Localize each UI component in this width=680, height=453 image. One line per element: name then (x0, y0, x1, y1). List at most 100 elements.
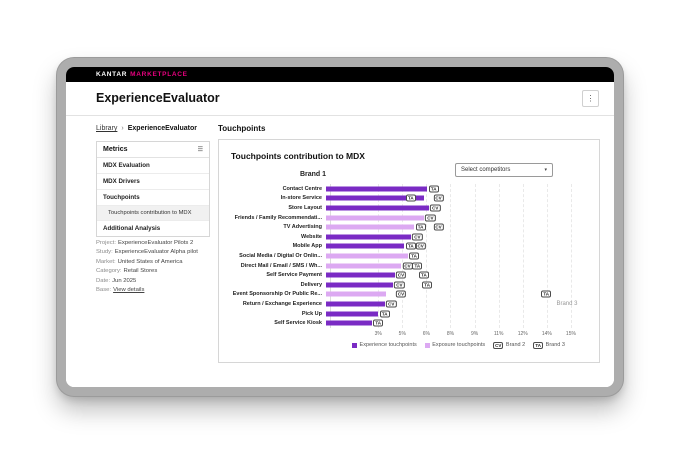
category-label: Event Sponsorship Or Public Re... (232, 291, 322, 298)
project-info-label: Base: (96, 287, 112, 294)
brand-3-annotation: Brand 3 (556, 301, 578, 308)
row-plot: CV (326, 213, 587, 223)
exposure-bar (326, 263, 402, 269)
legend-swatch (424, 342, 430, 348)
project-info-value: ExperienceEvaluator Alpha pilot (114, 249, 198, 256)
breadcrumb: Library › ExperienceEvaluator (96, 125, 197, 132)
legend-label: Brand 2 (505, 342, 526, 349)
exposure-bar (326, 291, 387, 297)
legend-item-brand-2: CV Brand 2 (493, 341, 526, 349)
sidebar-item-additional-analysis[interactable]: Additional Analysis (103, 225, 161, 232)
breadcrumb-separator: › (121, 125, 124, 132)
marker-badge-cv: CV (433, 223, 444, 231)
legend-item-brand-3: TA Brand 3 (533, 341, 565, 349)
app-screen: KANTAR MARKETPLACE ExperienceEvaluator ⋮… (66, 67, 614, 387)
project-info-value: ExperienceEvaluator Pilots 2 (117, 240, 194, 246)
project-info-label: Date: (96, 277, 111, 284)
row-plot: CV (326, 299, 587, 309)
marker-badge-cv: CV (433, 194, 444, 202)
row-plot: CV (326, 232, 587, 242)
breadcrumb-library-link[interactable]: Library (96, 125, 118, 132)
row-plot: TA (326, 309, 587, 319)
legend-item-exposure-touchpoints: Exposure touchpoints (424, 342, 485, 348)
sidebar-item-touchpoints[interactable]: Touchpoints (97, 190, 209, 206)
chart-row-contact-centre: Contact Centre TA (231, 184, 587, 194)
kebab-icon: ⋮ (586, 94, 595, 103)
marker-badge-ta: TA (412, 262, 423, 270)
sidebar-item-mdx-drivers[interactable]: MDX Drivers (97, 174, 209, 190)
marker-badge-cv: CV (415, 242, 426, 250)
chart-row-delivery: Delivery CV TA (231, 280, 587, 290)
project-info-label: Category: (96, 268, 122, 275)
gridline (450, 184, 452, 328)
select-competitors-dropdown[interactable]: Select competitors ▾ (455, 163, 553, 177)
chart-area: Brand 3 Contact Centre TA In-store Service… (231, 184, 587, 349)
marker-badge-ta: TA (418, 271, 429, 279)
app-header: ExperienceEvaluator ⋮ (66, 82, 614, 116)
plot-region: Brand 3 Contact Centre TA In-store Service… (231, 184, 587, 328)
category-label: Direct Mail / Email / SMS / Wh... (240, 262, 322, 269)
category-label: Social Media / Digital Or Onlin... (239, 252, 322, 259)
chart-row-return-exchange-experience: Return / Exchange Experience CV (231, 299, 587, 309)
experience-bar (326, 205, 429, 211)
device-frame: KANTAR MARKETPLACE ExperienceEvaluator ⋮… (57, 58, 623, 396)
experience-bar (326, 320, 372, 326)
menu-icon[interactable]: ☰ (197, 147, 203, 153)
x-tick-label: 5% (398, 330, 406, 337)
marker-badge-cv: CV (395, 290, 407, 298)
gridline (498, 184, 500, 328)
chart-row-pick-up: Pick Up TA (231, 309, 587, 319)
legend-label: Brand 3 (545, 342, 565, 349)
row-plot: CV TA (326, 261, 587, 271)
category-label: Self Service Kiosk (274, 320, 322, 327)
chart-row-event-sponsorship-or-public-re: Event Sponsorship Or Public Re... CV TA (231, 290, 587, 300)
sidebar-header: Metrics ☰ (97, 142, 209, 158)
project-info-label: Study: (96, 249, 113, 256)
sidebar-item-mdx-evaluation[interactable]: MDX Evaluation (97, 158, 209, 174)
chart-rows: Contact Centre TA In-store Service TA CV Stor… (231, 184, 587, 328)
chart-card-title: Touchpoints contribution to MDX (231, 151, 365, 161)
legend-item-experience-touchpoints: Experience touchpoints (352, 342, 417, 348)
category-label: Website (301, 233, 322, 240)
chart-row-website: Website CV (231, 232, 587, 242)
marker-badge-cv: CV (425, 214, 436, 222)
project-info-row-category: Category: Retail Stores (96, 267, 216, 276)
marker-badge-cv: CV (402, 262, 413, 270)
view-details-link[interactable]: View details (113, 287, 145, 294)
gridline (426, 184, 428, 328)
marker-badge-cv: CV (394, 281, 405, 289)
sidebar-item-touchpoints-contribution-to-mdx[interactable]: Touchpoints contribution to MDX (97, 206, 209, 221)
marker-badge-ta: TA (405, 242, 416, 250)
category-label: Return / Exchange Experience (242, 300, 322, 307)
project-info-value: Retail Stores (123, 268, 158, 275)
project-info-row-project: Project: ExperienceEvaluator Pilots 2 (96, 239, 216, 248)
marker-badge-ta: TA (541, 290, 552, 298)
marker-badge-ta: TA (379, 310, 390, 318)
chevron-down-icon: ▾ (544, 167, 547, 173)
chart-row-direct-mail-email-sms-wh: Direct Mail / Email / SMS / Wh... CV TA (231, 261, 587, 271)
gridline (546, 184, 548, 328)
kebab-menu-button[interactable]: ⋮ (582, 90, 599, 107)
gridline (474, 184, 476, 328)
project-info-row-study: Study: ExperienceEvaluator Alpha pilot (96, 248, 216, 257)
project-info-value: United States of America (117, 258, 183, 265)
x-axis-ticks: 3% 5% 6% 8% 9% 11% 12% 14% 15% (330, 330, 587, 339)
marker-badge-cv: CV (430, 204, 441, 212)
category-label: TV Advertising (283, 224, 322, 231)
marker-badge-cv: CV (386, 300, 397, 308)
category-label: Pick Up (301, 310, 322, 317)
legend-badge-cv: CV (493, 341, 504, 349)
marker-badge-ta: TA (415, 223, 426, 231)
row-plot: CV TA (326, 280, 587, 290)
marker-badge-cv: CV (412, 233, 423, 241)
category-label: Delivery (300, 281, 322, 288)
chart-row-store-layout: Store Layout CV (231, 203, 587, 213)
experience-bar (326, 243, 405, 249)
experience-bar (326, 272, 395, 278)
x-tick-label: 6% (422, 330, 430, 337)
category-label: Store Layout (288, 204, 322, 211)
category-label: Self Service Payment (266, 272, 322, 279)
experience-bar (326, 301, 385, 307)
sidebar-menu: MDX Evaluation MDX Drivers Touchpoints Touc… (97, 158, 209, 236)
project-info-label: Market: (96, 258, 116, 265)
